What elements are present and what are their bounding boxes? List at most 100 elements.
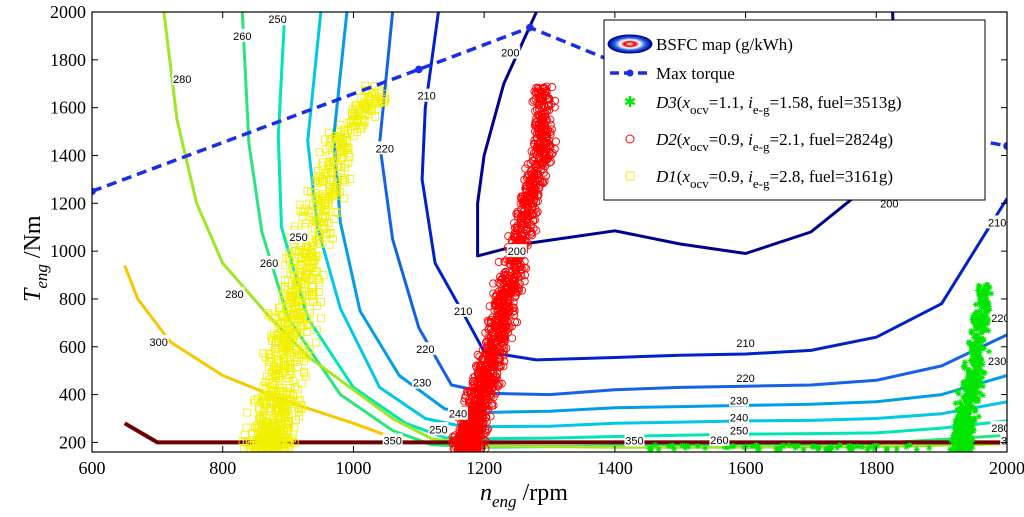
d3-point — [973, 381, 980, 388]
max-torque-point — [414, 65, 423, 74]
d3-point — [785, 442, 792, 449]
d1-point — [303, 315, 311, 323]
d3-point — [683, 442, 690, 449]
d1-point — [271, 339, 280, 347]
d3-point — [721, 444, 728, 451]
d2-point — [501, 268, 510, 277]
d1-point — [311, 268, 320, 276]
d1-point — [341, 133, 350, 142]
d3-point — [969, 397, 976, 404]
max-torque-point — [1003, 142, 1007, 150]
d1-point — [319, 158, 327, 167]
d1-point — [341, 160, 349, 169]
d2-point — [488, 328, 497, 338]
contour-label-bg — [735, 370, 756, 384]
contour-label-bg — [506, 244, 527, 258]
d2-point — [495, 293, 504, 302]
d3-point — [955, 432, 962, 439]
d3-point — [980, 298, 987, 305]
d1-point — [250, 398, 259, 407]
d1-point — [281, 341, 290, 350]
d3-point — [985, 300, 992, 307]
d2-point — [460, 397, 469, 406]
d1-point — [333, 208, 342, 217]
d2-point — [496, 346, 505, 355]
d3-point — [671, 445, 678, 452]
contour-label-280: 280 — [173, 74, 191, 86]
contour-label-bg — [428, 422, 449, 436]
d1-point — [263, 419, 271, 428]
d2-point — [467, 444, 476, 452]
d3-point — [961, 362, 968, 369]
d2-point — [471, 361, 481, 370]
d1-point — [248, 429, 257, 437]
d1-point — [287, 364, 296, 373]
d2-point — [477, 375, 486, 384]
d3-point — [967, 379, 974, 386]
d1-point — [317, 202, 326, 211]
d2-point — [479, 435, 488, 445]
d3-point — [974, 370, 981, 377]
d2-point — [530, 156, 539, 165]
d2-point — [497, 379, 506, 388]
d1-point — [380, 94, 389, 103]
d2-point — [474, 431, 483, 441]
d1-point — [313, 167, 322, 175]
d3-point — [958, 401, 965, 408]
contour-label-200: 200 — [501, 48, 519, 60]
d2-point — [498, 300, 507, 309]
d2-point — [504, 284, 513, 293]
d1-point — [271, 406, 280, 415]
d3-point — [954, 420, 961, 427]
contour-label-bg — [1000, 433, 1007, 447]
d1-point — [295, 407, 303, 416]
d1-point — [283, 374, 292, 383]
d1-point — [285, 348, 294, 357]
d3-point — [983, 307, 990, 314]
d3-point — [951, 436, 958, 443]
d2-point — [482, 337, 491, 346]
d1-point — [273, 356, 282, 364]
d2-point — [496, 310, 505, 319]
d3-point — [964, 376, 971, 383]
contour-label-bg — [288, 229, 309, 243]
d2-point — [505, 311, 514, 320]
d1-point — [326, 164, 335, 172]
d3-point — [976, 365, 983, 372]
d2-point — [506, 289, 515, 298]
d3-point — [980, 321, 987, 328]
d3-point — [954, 388, 961, 395]
x-tick-label: 600 — [79, 458, 106, 478]
d1-point — [333, 162, 341, 171]
d3-point — [979, 383, 986, 390]
d1-point — [302, 266, 311, 275]
d2-point — [529, 224, 538, 233]
d2-point — [510, 306, 519, 315]
d3-point — [966, 339, 973, 346]
d3-point — [959, 440, 966, 447]
d2-point — [533, 164, 542, 173]
d3-point — [960, 421, 967, 428]
y-tick-label: 1000 — [50, 241, 86, 261]
d1-point — [298, 292, 307, 300]
d2-point — [481, 428, 490, 437]
d3-point — [954, 406, 961, 413]
d1-point — [367, 104, 376, 113]
d3-point — [976, 300, 983, 307]
d2-point — [520, 277, 529, 286]
d1-point — [278, 395, 287, 404]
d1-point — [340, 194, 349, 203]
y-tick-label: 2000 — [50, 2, 86, 22]
d3-point — [779, 443, 786, 450]
contour-label-250: 250 — [730, 425, 748, 437]
d1-point — [296, 310, 305, 318]
d2-point — [520, 192, 529, 201]
d2-point — [526, 194, 535, 203]
d1-point — [286, 440, 294, 449]
d1-point — [267, 331, 276, 340]
d3-point — [960, 384, 967, 391]
contour-label-210: 210 — [454, 306, 472, 318]
d3-point — [952, 417, 959, 424]
d1-point — [295, 412, 304, 421]
contour-label-bg — [990, 311, 1007, 325]
